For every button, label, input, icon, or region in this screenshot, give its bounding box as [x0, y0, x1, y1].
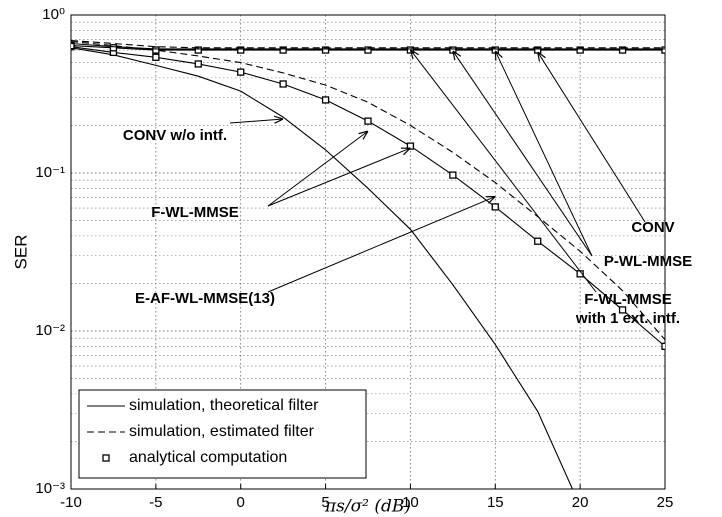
annotation: CONV	[631, 219, 675, 236]
plot-frame	[70, 14, 666, 490]
legend-label: simulation, theoretical filter	[129, 397, 319, 414]
data-marker	[152, 53, 160, 61]
data-marker	[364, 46, 372, 54]
data-marker	[618, 306, 627, 314]
legend-box	[78, 389, 367, 479]
annotation: E-AF-WL-MMSE(13)	[135, 290, 275, 307]
annotation-arrow	[229, 119, 283, 123]
annotation: CONV w/o intf.	[122, 127, 228, 144]
data-marker	[661, 342, 665, 350]
data-marker	[449, 171, 457, 179]
series-line	[71, 39, 665, 49]
y-axis-label: SER	[11, 235, 30, 270]
annotation: F-WL-MMSE with 1 ext. intf.	[575, 291, 681, 327]
legend-marker	[102, 454, 110, 462]
x-tick-label: 5	[321, 494, 329, 511]
annotation: F-WL-MMSE	[151, 204, 239, 221]
data-marker	[194, 46, 202, 54]
annotation-arrow	[267, 131, 368, 207]
annotation: P-WL-MMSE	[603, 253, 693, 270]
legend-label: analytical computation	[129, 449, 287, 466]
data-marker	[321, 46, 330, 54]
annotation-arrow	[410, 50, 597, 293]
annotation-arrow	[267, 197, 495, 293]
y-tick-label: 10⁰	[42, 6, 65, 23]
data-marker	[109, 44, 118, 52]
x-axis-label: πs/σ² (dB)	[324, 497, 411, 517]
x-tick-label: -5	[149, 494, 162, 511]
data-marker	[576, 46, 584, 54]
data-marker	[237, 68, 245, 76]
data-marker	[321, 96, 330, 104]
data-marker	[364, 117, 372, 125]
x-tick-label: 20	[572, 494, 589, 511]
data-marker	[618, 46, 627, 54]
annotation-arrow	[267, 148, 410, 207]
y-tick-label: 10⁻³	[35, 480, 65, 497]
data-marker	[279, 80, 287, 88]
x-tick-label: 15	[487, 494, 504, 511]
series-line	[71, 42, 665, 50]
y-tick-label: 10⁻²	[35, 322, 65, 339]
series-line	[71, 40, 665, 341]
data-marker	[71, 41, 75, 50]
x-tick-label: 10	[402, 494, 419, 511]
data-marker	[661, 46, 665, 54]
annotation-arrow	[453, 51, 593, 257]
y-tick-label: 10⁻¹	[35, 164, 65, 181]
series-line	[71, 47, 574, 489]
annotation-arrow	[495, 51, 593, 257]
data-marker	[194, 60, 202, 68]
data-marker	[534, 237, 542, 245]
data-marker	[491, 203, 499, 211]
data-marker	[279, 46, 287, 54]
legend-label: simulation, estimated filter	[129, 423, 315, 440]
x-tick-label: 25	[657, 494, 674, 511]
x-tick-label: -10	[60, 494, 82, 511]
data-marker	[237, 46, 245, 54]
x-tick-label: 0	[237, 494, 245, 511]
data-marker	[152, 46, 160, 54]
annotation-arrow	[538, 52, 646, 223]
